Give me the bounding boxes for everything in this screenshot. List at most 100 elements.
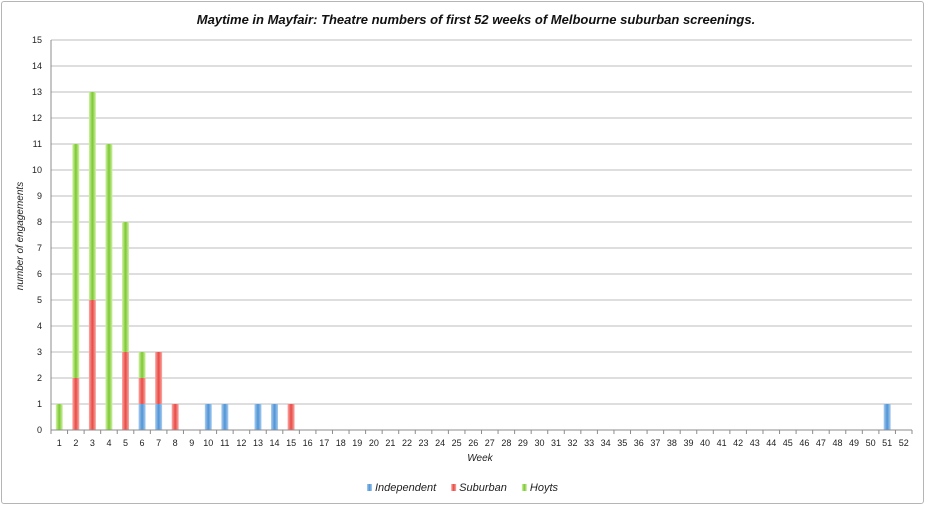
x-tick-label: 8 xyxy=(173,438,178,448)
y-tick-label: 5 xyxy=(37,295,42,305)
y-axis-label: number of engagements xyxy=(15,182,26,290)
x-tick-label: 17 xyxy=(319,438,329,448)
y-tick-label: 6 xyxy=(37,269,42,279)
bar-hoyts-week-5 xyxy=(122,222,130,352)
x-tick-label: 11 xyxy=(220,438,229,448)
bar-independent-week-11 xyxy=(221,404,229,430)
y-tick-label: 15 xyxy=(32,35,42,45)
bar-hoyts-week-1 xyxy=(55,404,63,430)
x-tick-label: 10 xyxy=(203,438,213,448)
x-tick-label: 27 xyxy=(485,438,495,448)
x-axis-label: Week xyxy=(467,453,493,464)
x-tick-label: 7 xyxy=(156,438,161,448)
x-tick-label: 30 xyxy=(534,438,544,448)
y-tick-label: 11 xyxy=(33,139,42,149)
x-tick-label: 19 xyxy=(352,438,362,448)
bar-hoyts-week-3 xyxy=(88,92,96,300)
y-tick-label: 9 xyxy=(37,191,42,201)
x-tick-label: 41 xyxy=(717,438,727,448)
bar-suburban-week-2 xyxy=(72,378,80,430)
x-tick-label: 1 xyxy=(57,438,62,448)
bar-suburban-week-7 xyxy=(155,352,163,404)
bar-suburban-week-3 xyxy=(88,300,96,430)
x-tick-label: 16 xyxy=(303,438,313,448)
x-tick-label: 45 xyxy=(783,438,793,448)
bar-hoyts-week-2 xyxy=(72,144,80,378)
y-tick-label: 4 xyxy=(37,321,42,331)
y-tick-label: 10 xyxy=(32,165,42,175)
bar-suburban-week-15 xyxy=(287,404,295,430)
x-tick-label: 35 xyxy=(617,438,627,448)
x-tick-label: 18 xyxy=(336,438,346,448)
x-tick-label: 12 xyxy=(236,438,246,448)
x-tick-label: 33 xyxy=(584,438,594,448)
bar-hoyts-week-6 xyxy=(138,352,146,378)
y-tick-label: 12 xyxy=(32,113,42,123)
x-tick-label: 34 xyxy=(601,438,611,448)
x-tick-label: 24 xyxy=(435,438,445,448)
legend-swatch-suburban xyxy=(451,484,457,491)
x-tick-label: 5 xyxy=(123,438,128,448)
x-tick-label: 40 xyxy=(700,438,710,448)
x-tick-label: 37 xyxy=(650,438,660,448)
x-tick-label: 4 xyxy=(106,438,111,448)
bar-suburban-week-8 xyxy=(171,404,179,430)
x-tick-label: 43 xyxy=(750,438,760,448)
x-tick-label: 15 xyxy=(286,438,296,448)
bar-suburban-week-6 xyxy=(138,378,146,404)
x-tick-label: 46 xyxy=(799,438,809,448)
y-tick-label: 14 xyxy=(32,61,42,71)
x-tick-label: 20 xyxy=(369,438,379,448)
y-tick-label: 1 xyxy=(37,399,42,409)
legend-swatch-independent xyxy=(367,484,372,491)
x-tick-label: 52 xyxy=(899,438,909,448)
grid-layer xyxy=(51,39,912,405)
x-tick-label: 50 xyxy=(866,438,876,448)
y-tick-label: 8 xyxy=(37,217,42,227)
x-tick-label: 23 xyxy=(419,438,429,448)
bar-independent-week-51 xyxy=(883,404,891,430)
x-tick-label: 49 xyxy=(849,438,859,448)
bars-layer xyxy=(55,92,891,430)
x-tick-label: 26 xyxy=(468,438,478,448)
x-tick-label: 44 xyxy=(766,438,776,448)
y-tick-label: 2 xyxy=(37,373,42,383)
x-tick-label: 31 xyxy=(551,438,561,448)
bar-independent-week-7 xyxy=(155,404,163,430)
legend-label-suburban: Suburban xyxy=(459,482,507,494)
y-tick-label: 7 xyxy=(37,243,42,253)
x-tick-label: 25 xyxy=(452,438,462,448)
x-tick-label: 14 xyxy=(270,438,280,448)
x-tick-label: 21 xyxy=(385,438,395,448)
x-tick-label: 3 xyxy=(90,438,95,448)
bar-independent-week-6 xyxy=(138,404,146,430)
legend: Independent Suburban Hoyts xyxy=(367,482,559,494)
x-tick-label: 36 xyxy=(634,438,644,448)
x-tick-label: 13 xyxy=(253,438,263,448)
bar-independent-week-13 xyxy=(254,404,262,430)
x-tick-label: 29 xyxy=(518,438,528,448)
chart-title: Maytime in Mayfair: Theatre numbers of f… xyxy=(197,12,755,27)
y-tick-label: 0 xyxy=(37,425,42,435)
y-tick-label: 13 xyxy=(32,87,42,97)
bar-hoyts-week-4 xyxy=(105,144,113,430)
x-tick-label: 47 xyxy=(816,438,826,448)
x-tick-label: 28 xyxy=(501,438,511,448)
bar-suburban-week-5 xyxy=(122,352,130,430)
legend-label-independent: Independent xyxy=(375,482,437,494)
x-tick-label: 39 xyxy=(683,438,693,448)
x-tick-label: 51 xyxy=(882,438,892,448)
x-tick-label: 38 xyxy=(667,438,677,448)
legend-swatch-hoyts xyxy=(521,484,527,491)
x-tick-label: 2 xyxy=(73,438,78,448)
bar-independent-week-14 xyxy=(271,404,279,430)
x-tick-label: 42 xyxy=(733,438,743,448)
x-tick-label: 9 xyxy=(189,438,194,448)
bar-independent-week-10 xyxy=(204,404,212,430)
y-tick-label: 3 xyxy=(37,347,42,357)
legend-label-hoyts: Hoyts xyxy=(530,482,559,494)
x-tick-label: 48 xyxy=(832,438,842,448)
